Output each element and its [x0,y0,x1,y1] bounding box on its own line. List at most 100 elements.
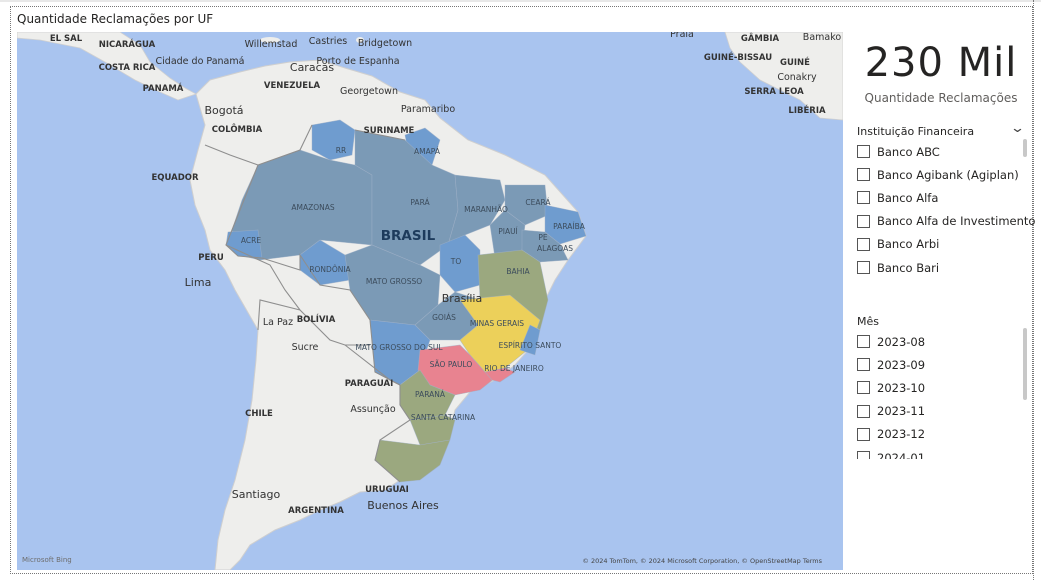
checkbox[interactable] [857,214,870,228]
city-label-porto-de-espanha: Porto de Espanha [316,56,399,67]
state-label-to: TO [450,257,462,266]
state-roraima [311,119,356,161]
slicer-item-label: Banco Bari [877,260,940,275]
state-label-alagoas: ALAGOAS [537,244,573,253]
state-label-santa-catarina: SANTA CATARINA [411,413,476,422]
right-border [1033,0,1034,580]
state-rio-de-janeiro [484,367,516,383]
state-label-para: PARÁ [410,198,430,207]
city-label-buenos-aires: Buenos Aires [367,499,439,512]
slicer-month-item[interactable]: 2023-08 [857,330,925,353]
state-label-acre: ACRE [241,236,261,245]
country-label-gambia: GÂMBIA [741,32,780,44]
checkbox[interactable] [857,168,870,182]
slicer-item-label: 2024-01 [877,450,926,459]
slicer-item-label: 2023-11 [877,404,926,419]
slicer-month-list: 2023-08 2023-09 2023-10 2023-11 2023-12 … [857,330,925,459]
country-label-peru: PERU [198,253,224,263]
slicer-banks-scrollbar[interactable] [1023,139,1027,157]
state-espirito-santo [519,324,541,356]
central-america-land [17,32,197,101]
map-title: Quantidade Reclamações por UF [17,12,214,26]
state-paraiba [544,204,587,245]
slicer-banks-item[interactable]: Banco Arbi [857,233,1035,256]
country-label-uruguai: URUGUAI [365,485,409,495]
city-label-brasilia: Brasília [442,292,482,305]
chevron-down-icon[interactable]: ⌄ [1009,121,1026,136]
country-label-bolivia: BOLÍVIA [297,313,336,325]
state-label-mato-grosso: MATO GROSSO [366,277,422,286]
kpi-label: Quantidade Reclamações [864,91,1018,105]
state-label-ms: MATO GROSSO DO SUL [355,343,443,352]
country-borders [204,124,411,483]
country-label-chile: CHILE [245,409,273,419]
slicer-month-scrollbar[interactable] [1023,328,1027,400]
country-label-serra-leoa: SERRA LEOA [744,87,804,97]
slicer-item-label: 2023-10 [877,380,926,395]
checkbox[interactable] [857,451,870,459]
map-visual[interactable]: EL SAL NICARÁGUA COSTA RICA PANAMÁ VENEZ… [17,32,843,570]
slicer-month-item[interactable]: 2023-09 [857,353,925,376]
slicer-month-item[interactable]: 2024-01 [857,446,925,459]
slicer-item-label: Banco Arbi [877,237,940,252]
checkbox[interactable] [857,358,870,372]
city-label-georgetown: Georgetown [340,86,398,97]
state-santa-catarina [409,414,456,446]
city-label-conakry: Conakry [777,72,817,83]
state-label-paraiba: PARAÍBA [553,222,586,231]
state-label-rondonia: RONDÔNIA [309,265,351,274]
slicer-month-item[interactable]: 2023-10 [857,376,925,399]
map-attribution[interactable]: © 2024 TomTom, © 2024 Microsoft Corporat… [582,557,822,565]
report-frame [10,6,1033,574]
state-label-amapa: AMAPÁ [414,147,441,156]
country-label-costa-rica: COSTA RICA [99,63,156,73]
city-label-santiago: Santiago [232,488,281,501]
checkbox[interactable] [857,261,870,275]
checkbox[interactable] [857,237,870,251]
slicer-item-label: Banco ABC [877,144,940,159]
country-label-nicaragua: NICARÁGUA [99,38,156,50]
africa-land [724,32,843,121]
slicer-month-title: Mês [857,315,879,328]
checkbox[interactable] [857,145,870,159]
slicer-banks-item[interactable]: Banco Bari [857,256,1035,279]
country-label-argentina: ARGENTINA [288,506,344,516]
slicer-banks-item[interactable]: Banco ABC [857,140,1035,163]
checkbox[interactable] [857,381,870,395]
slicer-banks-item[interactable]: Banco Alfa [857,186,1035,209]
slicer-item-label: Banco Alfa de Investimento [877,214,1036,229]
city-label-assuncao: Assunção [350,404,395,415]
state-label-pe: PE [538,233,548,242]
country-label-el-salvador: EL SAL [50,34,83,44]
slicer-banks-item[interactable]: Banco Alfa de Investimento [857,210,1035,233]
city-label-lima: Lima [185,276,212,289]
city-label-praia: Praia [670,32,694,40]
country-label-paraguai: PARAGUAI [345,379,394,389]
state-label-goias: GOIÁS [432,313,456,322]
city-label-paramaribo: Paramaribo [401,104,456,115]
checkbox[interactable] [857,404,870,418]
slicer-banks-item[interactable]: Banco Agibank (Agiplan) [857,163,1035,186]
state-maranhao [447,174,506,246]
bing-logo: Microsoft Bing [22,556,72,564]
state-label-minas-gerais: MINAS GERAIS [470,319,524,328]
checkbox[interactable] [857,335,870,349]
slicer-month-item[interactable]: 2023-12 [857,423,925,446]
city-label-sucre: Sucre [292,342,319,353]
country-label-guine: GUINÉ [780,56,810,68]
slicer-item-label: 2023-09 [877,357,926,372]
city-label-bridgetown: Bridgetown [358,38,412,49]
checkbox[interactable] [857,427,870,441]
state-label-bahia: BAHIA [506,267,530,276]
city-label-willemstad: Willemstad [245,39,298,50]
slicer-banks-title: Instituição Financeira [857,125,975,138]
checkbox[interactable] [857,191,870,205]
slicer-item-label: 2023-08 [877,334,926,349]
slicer-month-viewport: 2023-08 2023-09 2023-10 2023-11 2023-12 … [857,330,1027,459]
state-ceara [504,184,549,226]
country-label-suriname: SURINAME [364,126,415,136]
country-label-colombia: COLÔMBIA [212,123,263,135]
slicer-month-item[interactable]: 2023-11 [857,400,925,423]
state-label-rio-de-janeiro: RIO DE JANEIRO [484,364,544,373]
state-label-maranhao: MARANHÃO [464,205,508,214]
